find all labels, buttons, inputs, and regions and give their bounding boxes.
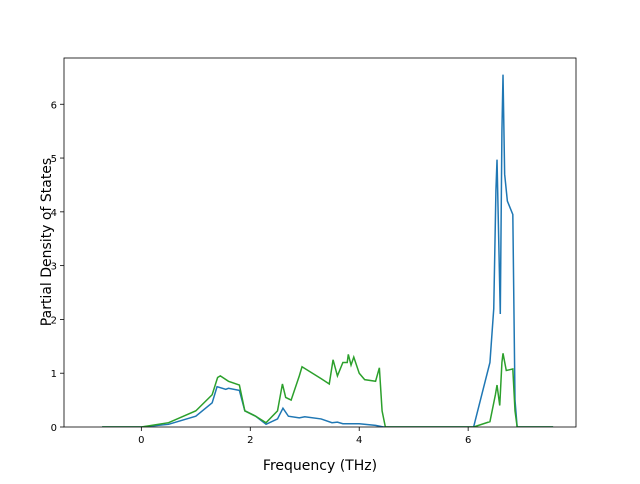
x-tick-label: 0: [138, 435, 144, 446]
series-line: [102, 353, 554, 427]
x-axis-label: Frequency (THz): [263, 458, 377, 474]
x-tick-label: 4: [356, 435, 362, 446]
y-tick-label: 0: [51, 423, 57, 434]
y-tick-label: 4: [51, 208, 57, 219]
y-tick-label: 2: [51, 315, 57, 326]
y-tick-label: 1: [51, 369, 57, 380]
y-tick-label: 6: [51, 100, 57, 111]
plot-frame: [63, 57, 577, 428]
y-tick-label: 5: [51, 154, 57, 165]
x-tick-label: 6: [465, 435, 471, 446]
y-axis-label: Partial Density of States: [39, 158, 55, 326]
y-tick-label: 3: [51, 262, 57, 273]
series-line: [102, 74, 554, 427]
x-tick-label: 2: [247, 435, 253, 446]
